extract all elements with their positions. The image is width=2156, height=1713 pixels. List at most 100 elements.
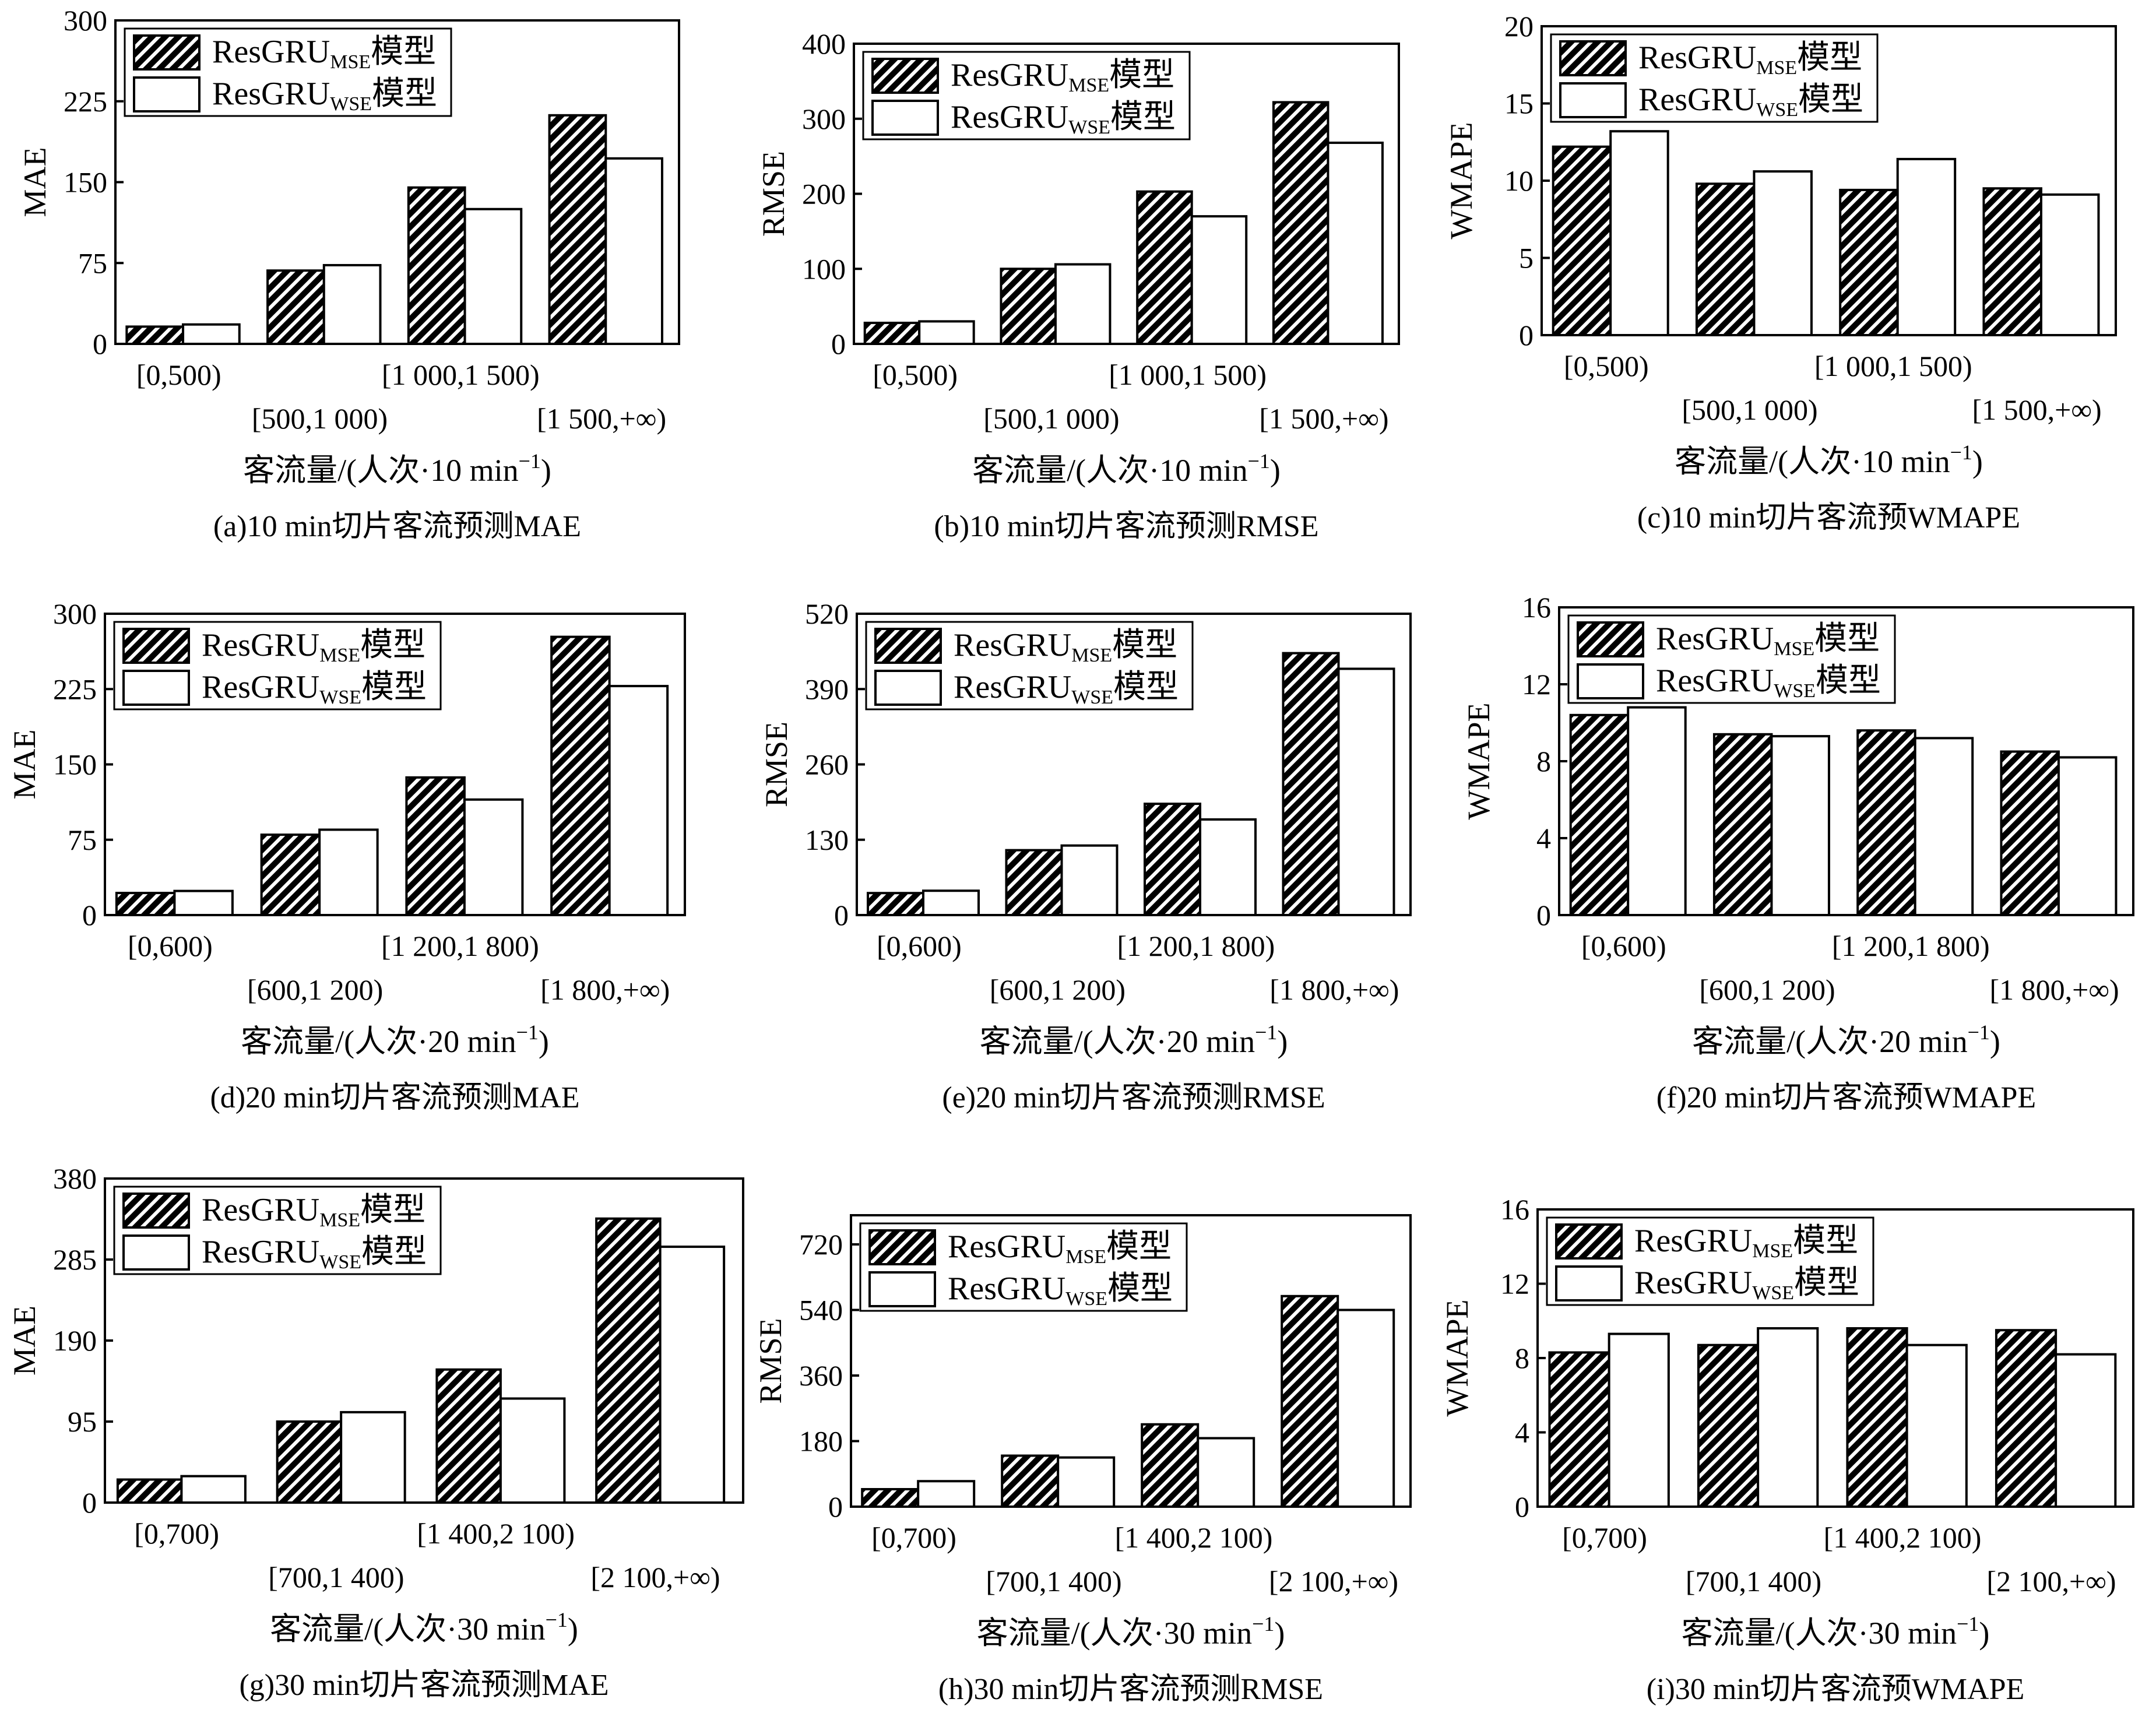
x-axis-title: 客流量/(人次·10 min−1) — [243, 449, 551, 488]
bar-wse-d-2 — [463, 798, 524, 916]
legend-swatch-mse — [874, 628, 942, 664]
x-category-label: [1 500,+∞) — [537, 402, 666, 435]
y-tick-label: 20 — [1504, 10, 1534, 43]
x-category-label: [1 000,1 500) — [1109, 358, 1267, 391]
bar-wse-g-1 — [340, 1411, 406, 1504]
y-tick-label: 16 — [1500, 1193, 1529, 1226]
bar-mse-g-3 — [595, 1217, 662, 1504]
x-category-label: [0,700) — [871, 1521, 956, 1554]
legend-label-wse: ResGRUWSE模型 — [951, 99, 1176, 138]
y-tick-label: 390 — [805, 673, 849, 705]
plot-frame — [850, 1214, 1412, 1508]
bar-mse-c-3 — [1982, 187, 2042, 336]
panel-caption: (h)30 min切片客流预测RMSE — [938, 1673, 1323, 1706]
legend-label-wse: ResGRUWSE模型 — [1634, 1265, 1859, 1304]
y-tick-label: 130 — [805, 824, 849, 856]
bar-mse-e-0 — [867, 892, 924, 917]
bar-mse-g-1 — [276, 1420, 343, 1504]
y-tick-label: 0 — [82, 1486, 97, 1519]
chart-panel-c: 0 5 10 15 20 WMAPE [0,500) [500,1 000) [1 000,1 … — [1444, 10, 2117, 534]
bar-mse-h-0 — [861, 1488, 920, 1508]
bar-mse-i-0 — [1548, 1351, 1610, 1508]
legend-swatch-mse — [122, 1193, 190, 1229]
bar-mse-c-1 — [1695, 182, 1756, 336]
y-tick-label: 300 — [802, 103, 846, 135]
bar-wse-b-3 — [1327, 141, 1384, 345]
y-tick-label: 180 — [799, 1425, 843, 1458]
bar-mse-i-3 — [1995, 1329, 2057, 1508]
bar-mse-h-3 — [1281, 1295, 1339, 1508]
legend-label-mse: ResGRUMSE模型 — [948, 1229, 1172, 1268]
x-axis-title: 客流量/(人次·30 min−1) — [977, 1612, 1285, 1651]
y-tick-label: 16 — [1522, 591, 1551, 624]
bar-wse-a-2 — [463, 207, 523, 345]
bar-mse-h-2 — [1141, 1423, 1200, 1508]
bar-wse-e-1 — [1060, 844, 1119, 916]
legend-label-mse: ResGRUMSE模型 — [1638, 40, 1862, 79]
legend-label-wse: ResGRUWSE模型 — [202, 669, 427, 708]
bar-wse-h-1 — [1057, 1456, 1116, 1508]
y-tick-label: 0 — [828, 1490, 843, 1523]
x-category-label: [1 400,2 100) — [417, 1517, 575, 1550]
panel-caption: (e)20 min切片客流预测RMSE — [942, 1081, 1325, 1114]
y-tick-label: 0 — [82, 899, 97, 931]
x-category-label: [2 100,+∞) — [1269, 1565, 1398, 1598]
y-tick-label: 520 — [805, 597, 849, 630]
y-tick-label: 150 — [64, 166, 107, 199]
y-tick-label: 300 — [53, 597, 97, 630]
bar-wse-e-2 — [1199, 818, 1257, 916]
y-tick-label: 4 — [1515, 1416, 1529, 1449]
legend-swatch-wse — [122, 670, 190, 706]
chart-panel-h: 0 180 360 540 720 RMSE [0,700) [700,1 400) [1 40… — [753, 1214, 1412, 1706]
bar-mse-e-3 — [1282, 652, 1340, 916]
x-axis-title: 客流量/(人次·20 min−1) — [1692, 1021, 2000, 1059]
x-category-label: [0,700) — [134, 1517, 219, 1550]
bar-wse-h-2 — [1197, 1437, 1255, 1508]
y-tick-label: 75 — [68, 824, 97, 856]
panel-caption: (b)10 min切片客流预测RMSE — [934, 510, 1318, 543]
bar-mse-c-2 — [1839, 188, 1899, 336]
x-axis-title: 客流量/(人次·10 min−1) — [1675, 441, 1983, 479]
x-category-label: [1 200,1 800) — [1117, 930, 1275, 962]
y-tick-label: 360 — [799, 1359, 843, 1392]
legend-label-wse: ResGRUWSE模型 — [954, 669, 1179, 708]
bar-mse-h-1 — [1001, 1454, 1060, 1508]
x-category-label: [0,500) — [873, 358, 958, 391]
bar-mse-e-2 — [1144, 803, 1201, 916]
legend-label-wse: ResGRUWSE模型 — [948, 1271, 1173, 1310]
chart-panel-e: 0 130 260 390 520 RMSE [0,600) [600,1 200) [1 20… — [759, 597, 1412, 1114]
bar-mse-d-1 — [260, 833, 321, 916]
x-category-label: [500,1 000) — [252, 402, 388, 435]
legend-label-wse: ResGRUWSE模型 — [1656, 663, 1881, 702]
bar-wse-d-3 — [608, 685, 669, 916]
legend-label-mse: ResGRUMSE模型 — [202, 1192, 425, 1231]
bar-wse-e-3 — [1337, 667, 1395, 916]
y-tick-label: 190 — [53, 1324, 97, 1357]
x-category-label: [0,600) — [877, 930, 962, 962]
bar-mse-b-3 — [1272, 101, 1330, 346]
bar-mse-b-1 — [1000, 268, 1057, 345]
x-category-label: [0,500) — [1564, 350, 1649, 382]
x-axis-title: 客流量/(人次·30 min−1) — [270, 1608, 578, 1647]
x-category-label: [1 000,1 500) — [1814, 350, 1972, 382]
panel-caption: (d)20 min切片客流预测MAE — [210, 1081, 579, 1114]
bar-mse-g-2 — [435, 1368, 502, 1504]
bar-mse-d-2 — [405, 776, 466, 916]
y-tick-label: 200 — [802, 178, 846, 210]
y-tick-label: 225 — [53, 673, 97, 705]
bar-wse-f-0 — [1627, 706, 1687, 916]
legend-label-wse: ResGRUWSE模型 — [202, 1234, 427, 1273]
x-category-label: [1 400,2 100) — [1115, 1521, 1273, 1554]
x-category-label: [1 800,+∞) — [540, 973, 670, 1006]
bar-mse-b-0 — [863, 321, 921, 346]
bar-wse-c-2 — [1896, 157, 1957, 336]
bar-wse-a-3 — [604, 157, 663, 345]
y-tick-label: 380 — [53, 1162, 97, 1195]
y-tick-label: 0 — [1519, 319, 1534, 351]
